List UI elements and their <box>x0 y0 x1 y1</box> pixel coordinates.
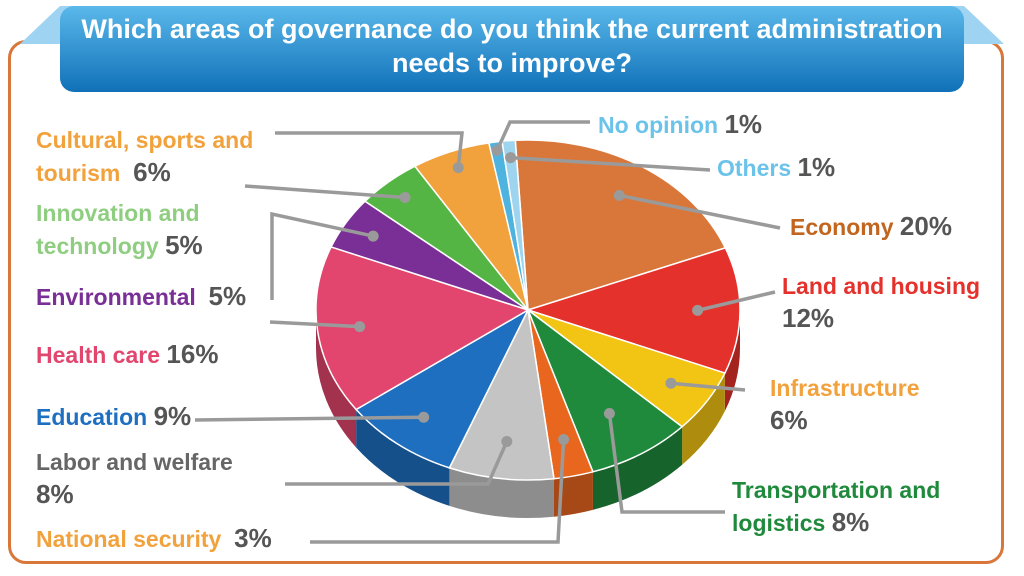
chart-title-line-1: Which areas of governance do you think t… <box>81 14 943 44</box>
value-others: 1% <box>797 152 836 182</box>
value-national-security: 3% <box>234 523 272 553</box>
label-national-security: National security 3% <box>36 522 272 555</box>
leader-line-economy <box>618 193 781 230</box>
leader-dot-no-opinion <box>491 144 503 156</box>
slice-education <box>354 308 530 469</box>
value-environmental: 5% <box>208 281 247 311</box>
leader-line-innovation-and-technology <box>244 184 406 200</box>
value-transportation: 8% <box>831 507 870 537</box>
slice-side-transportation-and-logistics <box>592 426 683 510</box>
label-cultural-line-2: tourism <box>36 160 121 186</box>
label-innovation-line-1: Innovation and <box>36 200 200 226</box>
leader-dot-infrastructure <box>665 377 677 389</box>
leader-dot-health-care <box>354 321 366 333</box>
slice-land-and-housing <box>525 246 741 374</box>
leader-line-national-security <box>310 439 566 544</box>
label-labor: Labor and welfare 8% <box>36 446 233 510</box>
leader-line-education <box>194 415 424 422</box>
label-transportation-line-2: logistics <box>732 510 826 536</box>
label-infrastructure: Infrastructure 6% <box>770 372 920 436</box>
label-environmental: Environmental 5% <box>36 280 246 313</box>
leader-dot-land-and-housing <box>692 304 704 316</box>
leader-line-others <box>510 155 711 172</box>
leader-line-health-care <box>269 320 360 329</box>
label-labor-name: Labor and welfare <box>36 449 233 475</box>
slice-health-care <box>315 246 530 411</box>
leader-line-infrastructure <box>670 381 746 392</box>
value-cultural: 6% <box>133 157 171 187</box>
label-environmental-name: Environmental <box>36 284 196 310</box>
slice-side-national-security <box>553 471 593 517</box>
leader-dot-labor-and-welfare <box>501 436 513 448</box>
value-innovation: 5% <box>165 230 203 260</box>
chart-title: Which areas of governance do you think t… <box>60 12 964 80</box>
leader-dot-transportation-and-logistics <box>603 408 615 420</box>
value-labor: 8% <box>36 479 74 509</box>
leader-line-no-opinion <box>495 120 590 152</box>
leader-dot-innovation-and-technology <box>399 192 411 204</box>
label-land-housing: Land and housing 12% <box>782 270 980 334</box>
title-banner <box>20 6 1004 92</box>
value-infrastructure: 6% <box>770 405 808 435</box>
label-no-opinion: No opinion 1% <box>598 108 762 141</box>
label-education-name: Education <box>36 404 148 430</box>
leader-line-land-and-housing <box>697 290 776 313</box>
leader-dot-cultural-sports-and-tourism <box>452 162 464 174</box>
value-land-housing: 12% <box>782 303 835 333</box>
label-others-name: Others <box>717 155 792 181</box>
slice-side-land-and-housing <box>724 310 740 412</box>
chart-title-line-2: needs to improve? <box>391 48 633 78</box>
label-transportation: Transportation and logistics 8% <box>732 474 940 539</box>
label-cultural: Cultural, sports and tourism 6% <box>36 124 253 189</box>
value-economy: 20% <box>899 211 952 241</box>
label-economy-name: Economy <box>790 214 894 240</box>
leader-dot-environmental <box>367 230 379 242</box>
label-education: Education 9% <box>36 400 191 433</box>
slice-side-health-care <box>316 310 357 448</box>
value-no-opinion: 1% <box>724 109 763 139</box>
leader-dot-economy <box>613 189 625 201</box>
slice-transportation-and-logistics <box>526 307 684 473</box>
slice-side-infrastructure <box>682 373 725 465</box>
leader-dot-others <box>505 152 517 164</box>
leader-line-environmental <box>270 211 374 300</box>
leader-line-labor-and-welfare <box>285 440 509 486</box>
slice-side-education <box>356 409 450 506</box>
value-education: 9% <box>153 401 192 431</box>
slice-labor-and-welfare <box>448 307 555 481</box>
leader-line-cultural-sports-and-tourism <box>275 131 464 168</box>
label-no-opinion-name: No opinion <box>598 112 719 138</box>
label-innovation: Innovation and technology 5% <box>36 197 203 262</box>
label-cultural-line-1: Cultural, sports and <box>36 127 254 153</box>
value-healthcare: 16% <box>166 339 219 369</box>
label-innovation-line-2: technology <box>36 233 159 259</box>
leader-dot-education <box>418 411 430 423</box>
label-infrastructure-name: Infrastructure <box>770 375 920 401</box>
label-healthcare: Health care 16% <box>36 338 218 371</box>
label-others: Others 1% <box>717 151 835 184</box>
leader-line-transportation-and-logistics <box>607 413 725 514</box>
label-healthcare-name: Health care <box>36 342 161 368</box>
label-transportation-line-1: Transportation and <box>732 477 941 503</box>
leader-dot-national-security <box>558 433 570 445</box>
label-economy: Economy 20% <box>790 210 952 243</box>
label-land-housing-name: Land and housing <box>782 273 981 299</box>
label-national-security-name: National security <box>36 526 222 552</box>
